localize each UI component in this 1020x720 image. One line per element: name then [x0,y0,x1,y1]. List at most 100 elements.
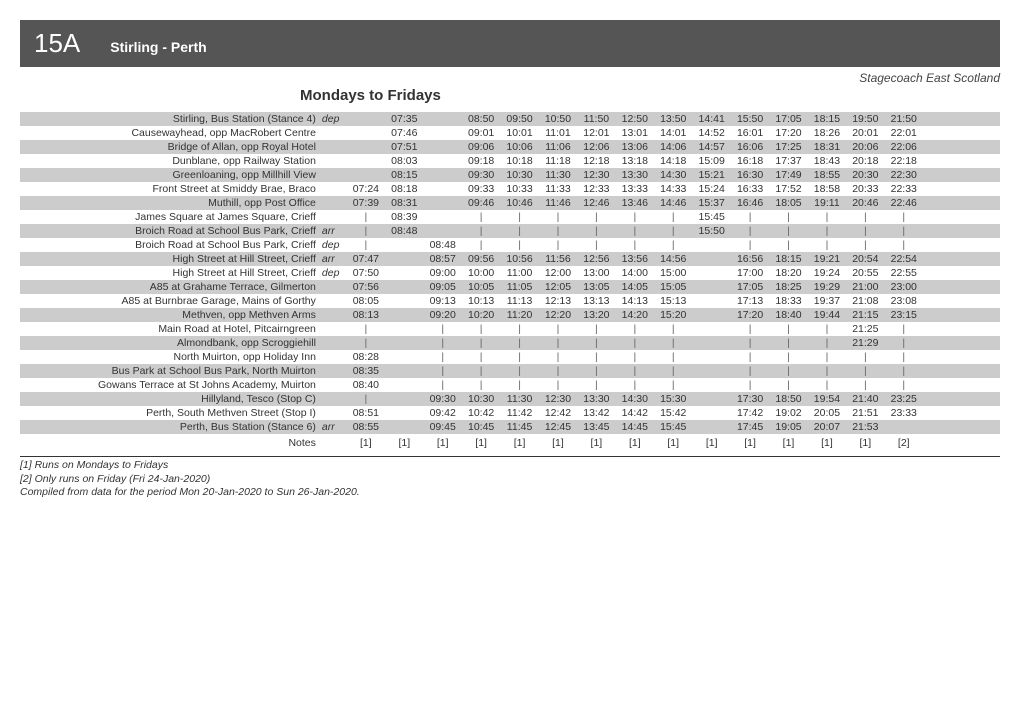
time-cell: 13:18 [616,154,654,168]
time-cell [961,252,1000,266]
stop-name: Bridge of Allan, opp Royal Hotel [20,140,319,154]
time-cell: 19:02 [769,406,807,420]
time-cell: | [347,322,385,336]
timetable-row: Gowans Terrace at St Johns Academy, Muir… [20,378,1000,392]
time-cell [923,350,961,364]
time-cell: 19:24 [808,266,846,280]
timetable-row: Causewayhead, opp MacRobert Centre07:460… [20,126,1000,140]
time-cell: | [769,224,807,238]
time-cell: 22:33 [885,182,923,196]
stop-name: Hillyland, Tesco (Stop C) [20,392,319,406]
time-cell [923,406,961,420]
time-cell: 18:43 [808,154,846,168]
note-ref: [1] [577,434,615,450]
time-cell: 15:24 [692,182,730,196]
time-cell: 11:20 [500,308,538,322]
time-cell: 17:25 [769,140,807,154]
time-cell: 15:09 [692,154,730,168]
time-cell: 17:30 [731,392,769,406]
time-cell: 13:30 [616,168,654,182]
time-cell: 22:18 [885,154,923,168]
dep-arr-marker: arr [319,420,347,434]
dep-arr-marker [319,364,347,378]
time-cell: 09:30 [424,392,462,406]
time-cell: 10:18 [500,154,538,168]
time-cell: 22:54 [885,252,923,266]
time-cell: | [424,378,462,392]
time-cell [923,322,961,336]
time-cell: 15:45 [654,420,692,434]
time-cell: | [808,210,846,224]
time-cell: 18:05 [769,196,807,210]
time-cell [692,406,730,420]
footnotes: [1] Runs on Mondays to Fridays[2] Only r… [20,456,1000,500]
time-cell: 21:00 [846,280,884,294]
time-cell: 16:30 [731,168,769,182]
time-cell [923,420,961,434]
time-cell: 12:20 [539,308,577,322]
time-cell: | [500,336,538,350]
time-cell [424,168,462,182]
dep-arr-marker [319,168,347,182]
note-ref: [1] [769,434,807,450]
time-cell: 15:05 [654,280,692,294]
time-cell: 09:06 [462,140,500,154]
time-cell: 07:50 [347,266,385,280]
time-cell [692,238,730,252]
time-cell [923,238,961,252]
time-cell: 20:01 [846,126,884,140]
time-cell [692,378,730,392]
time-cell: | [616,210,654,224]
time-cell [424,154,462,168]
time-cell [385,280,423,294]
time-cell [961,238,1000,252]
time-cell: 10:20 [462,308,500,322]
time-cell: 11:42 [500,406,538,420]
dep-arr-marker [319,406,347,420]
time-cell: | [539,322,577,336]
time-cell [385,336,423,350]
timetable-row: Broich Road at School Bus Park, Crieffar… [20,224,1000,238]
time-cell [692,308,730,322]
time-cell: 13:46 [616,196,654,210]
time-cell: 18:58 [808,182,846,196]
time-cell: 11:45 [500,420,538,434]
time-cell [385,350,423,364]
note-ref: [1] [385,434,423,450]
time-cell [424,126,462,140]
time-cell: | [616,224,654,238]
time-cell [692,392,730,406]
time-cell: 22:01 [885,126,923,140]
time-cell: | [731,224,769,238]
time-cell: 16:06 [731,140,769,154]
time-cell: | [577,322,615,336]
time-cell: 20:30 [846,168,884,182]
time-cell: 11:30 [539,168,577,182]
time-cell: | [500,224,538,238]
time-cell [424,196,462,210]
time-cell: | [654,322,692,336]
dep-arr-marker [319,434,347,450]
timetable-row: Almondbank, opp Scroggiehill|||||||||||2… [20,336,1000,350]
time-cell: | [577,378,615,392]
time-cell: 08:57 [424,252,462,266]
timetable-row: Greenloaning, opp Millhill View08:1509:3… [20,168,1000,182]
time-cell [923,154,961,168]
dep-arr-marker [319,182,347,196]
time-cell: | [462,350,500,364]
dep-arr-marker [319,350,347,364]
time-cell: 21:40 [846,392,884,406]
time-cell: | [577,224,615,238]
time-cell [923,294,961,308]
time-cell: 14:30 [654,168,692,182]
time-cell: | [769,350,807,364]
time-cell: 08:35 [347,364,385,378]
time-cell: | [424,364,462,378]
time-cell: 18:50 [769,392,807,406]
dep-arr-marker: dep [319,112,347,126]
time-cell: 08:31 [385,196,423,210]
time-cell: 18:15 [769,252,807,266]
time-cell [385,294,423,308]
note-ref: [2] [885,434,923,450]
stop-name: James Square at James Square, Crieff [20,210,319,224]
